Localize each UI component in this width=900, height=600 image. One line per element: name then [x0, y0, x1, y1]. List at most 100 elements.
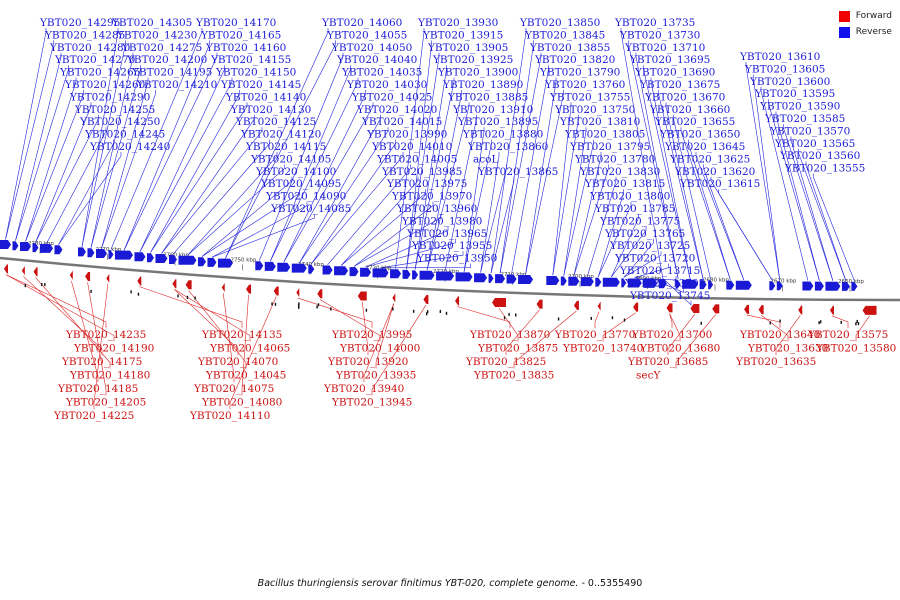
forward-gene-arrow — [334, 266, 349, 276]
forward-gene-arrow — [95, 248, 107, 258]
forward-label-connector — [463, 139, 492, 272]
feature-marker — [412, 309, 415, 313]
feature-marker — [779, 319, 781, 323]
forward-gene-label: YBT020_14010 — [371, 141, 452, 153]
forward-gene-label: YBT020_14275 — [121, 42, 202, 54]
reverse-gene-label: YBT020_13700 — [631, 329, 712, 341]
forward-label-connector — [798, 148, 847, 281]
reverse-label-connector — [229, 296, 277, 409]
forward-gene-arrow — [54, 245, 63, 255]
forward-label-connector — [395, 28, 425, 269]
reverse-label-connector — [513, 310, 577, 369]
forward-label-connector — [90, 65, 141, 248]
forward-label-connector — [150, 102, 248, 253]
forward-gene-arrow — [291, 263, 307, 273]
reverse-gene-arrow — [85, 272, 91, 282]
forward-label-connector — [680, 127, 731, 280]
forward-gene-arrow — [776, 281, 783, 291]
forward-gene-arrow — [841, 281, 850, 291]
forward-gene-label: YBT020_14200 — [126, 54, 207, 66]
forward-label-connector — [444, 114, 477, 272]
forward-gene-arrow — [602, 277, 620, 287]
reverse-gene-arrow — [273, 286, 279, 296]
forward-label-connector — [760, 86, 809, 281]
forward-gene-label: YBT020_13965 — [406, 228, 487, 240]
forward-swatch — [838, 10, 850, 22]
forward-label-connector — [139, 77, 233, 252]
forward-label-connector — [380, 251, 464, 269]
forward-gene-label: YBT020_13780 — [574, 153, 655, 165]
reverse-label-connector — [319, 299, 381, 342]
reverse-gene-label: YBT020_13920 — [327, 356, 408, 368]
forward-gene-label: YBT020_13610 — [739, 51, 820, 63]
forward-gene-label: acoL — [473, 153, 498, 165]
forward-label-connector — [211, 214, 315, 258]
forward-gene-arrow — [474, 273, 488, 283]
forward-gene-label: YBT020_13720 — [614, 253, 695, 265]
reverse-label-connector — [775, 315, 801, 355]
forward-gene-arrow — [108, 250, 114, 260]
reverse-gene-arrow — [597, 301, 601, 311]
scale-tick-label: 2680 kbp — [703, 277, 729, 283]
forward-gene-label: YBT020_14140 — [225, 91, 306, 103]
forward-gene-arrow — [412, 270, 419, 280]
forward-gene-arrow — [675, 279, 681, 289]
forward-label-connector — [414, 77, 455, 270]
feature-marker — [271, 302, 273, 306]
forward-label-connector — [768, 99, 820, 281]
reverse-label-connector — [675, 314, 717, 369]
forward-label-connector — [380, 263, 471, 269]
reverse-label-connector — [139, 286, 243, 328]
forward-gene-label: YBT020_13725 — [609, 240, 690, 252]
forward-gene-arrow — [12, 241, 19, 251]
reverse-gene-label: YBT020_13640 — [739, 329, 820, 341]
label-connectors — [5, 28, 870, 409]
forward-gene-arrow — [197, 257, 206, 267]
reverse-gene-arrow — [633, 302, 639, 312]
reverse-gene-arrow — [573, 300, 579, 310]
reverse-label-connector — [361, 301, 369, 355]
reverse-label-connector — [667, 313, 696, 355]
forward-label-connector — [718, 189, 773, 281]
reverse-gene-label: YBT020_14225 — [53, 410, 134, 422]
forward-label-connector — [611, 226, 647, 278]
forward-gene-label: YBT020_14090 — [265, 191, 346, 203]
forward-label-connector — [327, 164, 411, 266]
forward-gene-label: YBT020_13710 — [624, 42, 705, 54]
forward-gene-label: YBT020_14050 — [331, 42, 412, 54]
reverse-label-connector — [375, 303, 395, 369]
reverse-swatch — [838, 26, 850, 38]
forward-gene-label: YBT020_13735 — [614, 17, 695, 29]
forward-label-connector — [783, 124, 834, 281]
forward-gene-label: YBT020_13605 — [744, 63, 825, 75]
forward-label-connector — [805, 161, 847, 281]
forward-label-connector — [628, 40, 679, 279]
reverse-gene-label: YBT020_13685 — [627, 356, 708, 368]
forward-gene-label: YBT020_13760 — [544, 79, 625, 91]
forward-gene-label: YBT020_13560 — [779, 150, 860, 162]
forward-label-connector — [426, 102, 470, 271]
forward-gene-label: YBT020_13955 — [411, 240, 492, 252]
forward-label-connector — [552, 114, 579, 276]
reverse-label-connector — [456, 306, 511, 328]
forward-label-connector — [81, 40, 126, 247]
organism-name: Bacillus thuringiensis serovar finitimus… — [257, 578, 579, 589]
forward-gene-arrow — [255, 261, 264, 271]
forward-label-connector — [480, 152, 500, 273]
forward-gene-label: YBT020_14280 — [49, 42, 130, 54]
forward-gene-label: YBT020_13960 — [396, 203, 477, 215]
feature-marker — [41, 283, 43, 287]
legend-forward: Forward — [838, 8, 892, 24]
forward-gene-label: YBT020_13855 — [529, 42, 610, 54]
feature-marker — [426, 310, 429, 314]
forward-gene-arrow — [802, 281, 814, 291]
forward-gene-label: YBT020_13670 — [644, 91, 725, 103]
feature-marker — [590, 316, 592, 320]
feature-marker — [186, 295, 189, 299]
forward-gene-label: YBT020_13860 — [467, 141, 548, 153]
feature-marker — [130, 290, 132, 294]
reverse-gene-label: YBT020_14135 — [201, 329, 282, 341]
reverse-gene-label: YBT020_13680 — [639, 343, 720, 355]
forward-gene-arrow — [488, 273, 494, 283]
reverse-label-connector — [222, 293, 235, 382]
